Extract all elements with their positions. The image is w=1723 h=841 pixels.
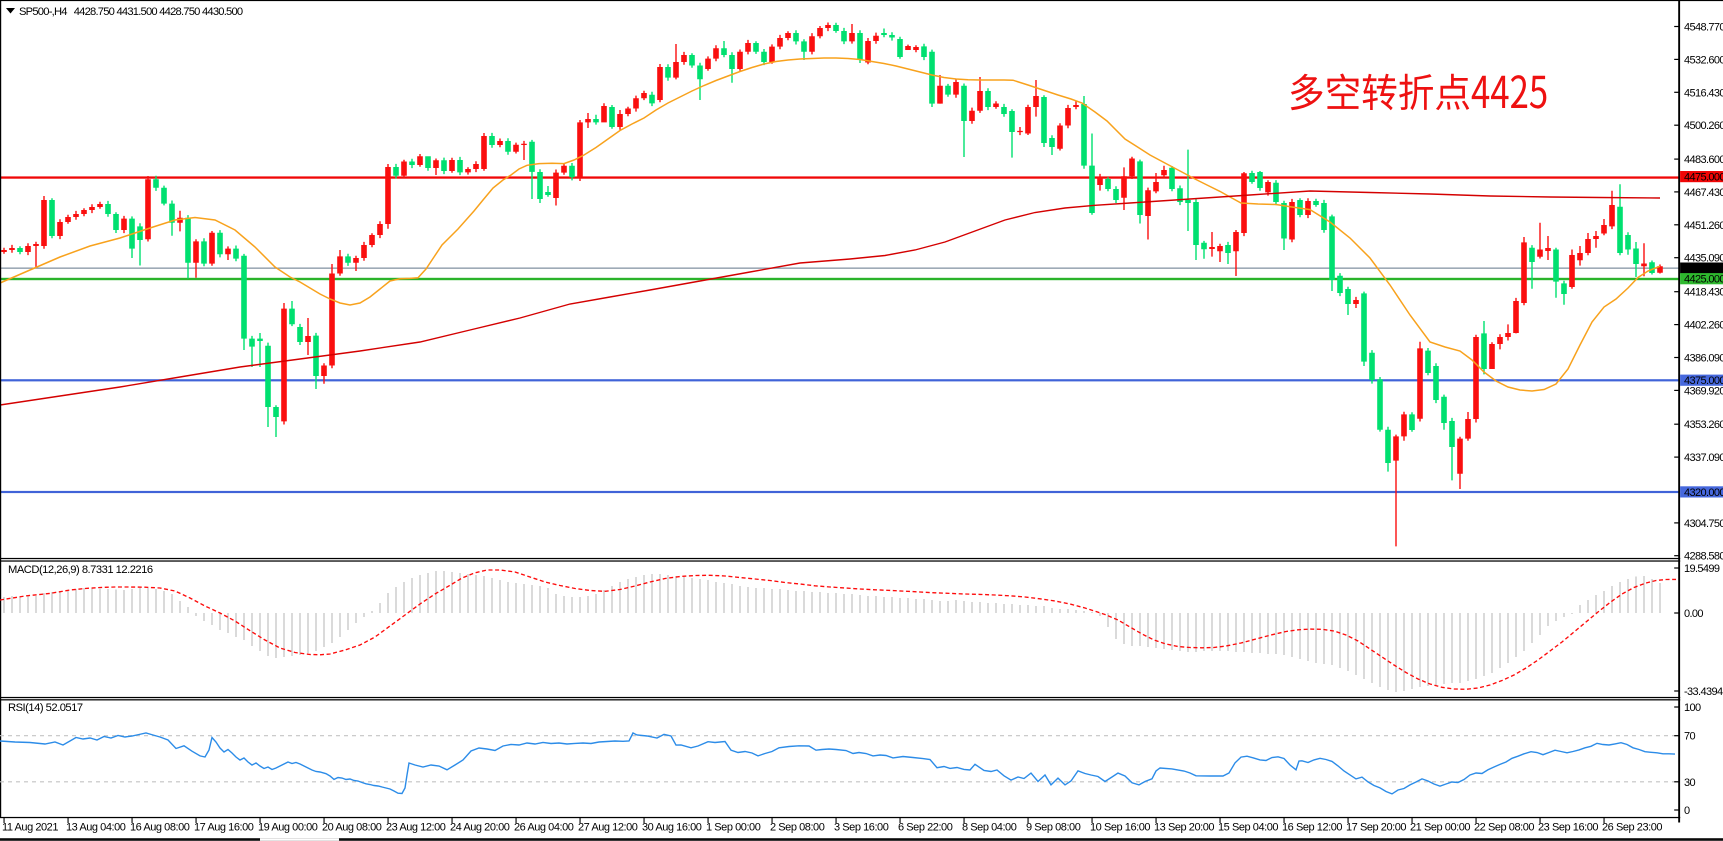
svg-text:23 Aug 12:00: 23 Aug 12:00 [386,822,446,834]
svg-text:-33.4394: -33.4394 [1684,686,1723,698]
svg-text:20 Aug 08:00: 20 Aug 08:00 [322,822,382,834]
svg-text:19.5499: 19.5499 [1684,563,1720,575]
svg-text:3 Sep 16:00: 3 Sep 16:00 [834,822,889,834]
svg-text:16 Aug 08:00: 16 Aug 08:00 [130,822,190,834]
svg-text:27 Aug 12:00: 27 Aug 12:00 [578,822,638,834]
svg-text:17 Sep 20:00: 17 Sep 20:00 [1346,822,1406,834]
svg-text:4430.500: 4430.500 [1684,263,1723,275]
svg-text:4532.600: 4532.600 [1684,54,1723,66]
svg-text:SP500-,H4 4428.750 4431.500: SP500-,H4 4428.750 4431.500 4428.750 443… [19,6,243,18]
svg-text:8 Sep 04:00: 8 Sep 04:00 [962,822,1017,834]
svg-text:4467.430: 4467.430 [1684,187,1723,199]
svg-text:0.00: 0.00 [1684,608,1703,620]
svg-text:13 Aug 04:00: 13 Aug 04:00 [66,822,126,834]
svg-text:9 Sep 08:00: 9 Sep 08:00 [1026,822,1081,834]
svg-text:RSI(14) 52.0517: RSI(14) 52.0517 [8,702,83,714]
svg-text:0: 0 [1684,805,1690,817]
svg-text:4320.000: 4320.000 [1684,487,1723,499]
svg-text:4418.430: 4418.430 [1684,287,1723,299]
svg-text:4516.430: 4516.430 [1684,87,1723,99]
svg-text:22 Sep 08:00: 22 Sep 08:00 [1474,822,1534,834]
svg-text:70: 70 [1684,731,1695,743]
svg-text:13 Sep 20:00: 13 Sep 20:00 [1154,822,1214,834]
svg-text:23 Sep 16:00: 23 Sep 16:00 [1538,822,1598,834]
svg-text:4548.770: 4548.770 [1684,22,1723,34]
svg-text:30: 30 [1684,777,1695,789]
svg-text:26 Sep 23:00: 26 Sep 23:00 [1602,822,1662,834]
svg-text:4402.260: 4402.260 [1684,320,1723,332]
svg-text:10 Sep 16:00: 10 Sep 16:00 [1090,822,1150,834]
svg-text:30 Aug 16:00: 30 Aug 16:00 [642,822,702,834]
svg-text:4425.000: 4425.000 [1684,274,1723,286]
svg-text:6 Sep 22:00: 6 Sep 22:00 [898,822,953,834]
svg-text:4353.260: 4353.260 [1684,419,1723,431]
svg-text:4475.000: 4475.000 [1684,172,1723,184]
svg-text:4337.090: 4337.090 [1684,452,1723,464]
svg-text:MACD(12,26,9) 8.7331 12.2216: MACD(12,26,9) 8.7331 12.2216 [8,564,153,576]
svg-text:24 Aug 20:00: 24 Aug 20:00 [450,822,510,834]
svg-text:19 Aug 00:00: 19 Aug 00:00 [258,822,318,834]
svg-text:4369.920: 4369.920 [1684,385,1723,397]
svg-text:16 Sep 12:00: 16 Sep 12:00 [1282,822,1342,834]
svg-text:4386.090: 4386.090 [1684,353,1723,365]
svg-text:15 Sep 04:00: 15 Sep 04:00 [1218,822,1278,834]
svg-text:4451.260: 4451.260 [1684,220,1723,232]
svg-text:4375.000: 4375.000 [1684,375,1723,387]
svg-text:21 Sep 00:00: 21 Sep 00:00 [1410,822,1470,834]
svg-text:17 Aug 16:00: 17 Aug 16:00 [194,822,254,834]
svg-text:4288.580: 4288.580 [1684,551,1723,563]
svg-text:100: 100 [1684,702,1701,714]
svg-text:4500.260: 4500.260 [1684,120,1723,132]
svg-text:2 Sep 08:00: 2 Sep 08:00 [770,822,825,834]
svg-text:11 Aug 2021: 11 Aug 2021 [2,822,58,834]
svg-text:4483.600: 4483.600 [1684,154,1723,166]
svg-text:4435.090: 4435.090 [1684,253,1723,265]
svg-text:26 Aug 04:00: 26 Aug 04:00 [514,822,574,834]
svg-text:1 Sep 00:00: 1 Sep 00:00 [706,822,761,834]
svg-text:4304.750: 4304.750 [1684,518,1723,530]
